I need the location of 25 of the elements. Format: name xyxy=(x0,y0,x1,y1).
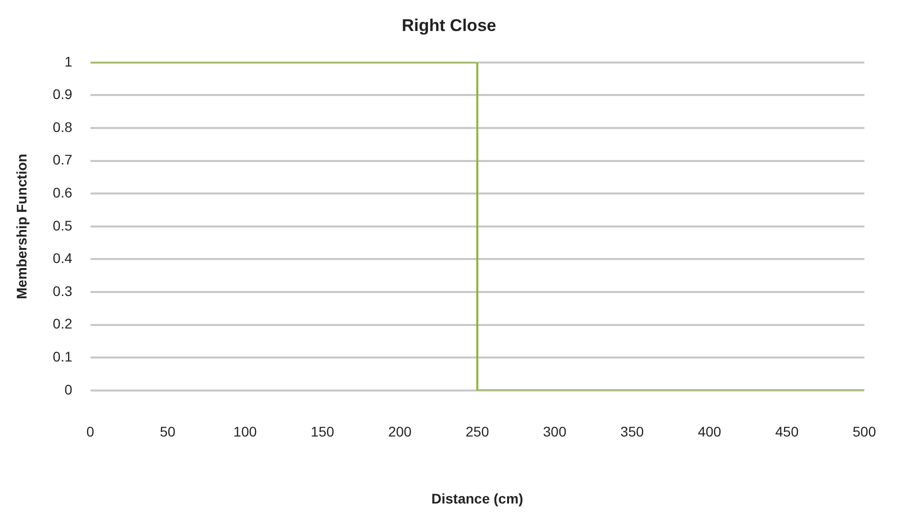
y-axis-title: Membership Function xyxy=(13,154,30,300)
y-tick-label: 0.5 xyxy=(52,217,72,234)
y-tick-label: 0.2 xyxy=(52,316,72,332)
y-tick-label: 0.1 xyxy=(52,348,72,364)
y-tick-label: 0.7 xyxy=(52,152,72,168)
x-tick-label: 500 xyxy=(852,424,876,440)
y-tick-label: 0.4 xyxy=(52,250,72,266)
x-tick-label: 450 xyxy=(775,424,799,440)
y-tick-label: 1 xyxy=(64,53,72,70)
y-tick-label: 0.6 xyxy=(52,184,72,200)
chart-title: Right Close xyxy=(402,16,496,35)
x-tick-label: 0 xyxy=(86,424,94,440)
x-axis-title: Distance (cm) xyxy=(431,490,524,506)
y-tick-label: 0.3 xyxy=(52,282,72,299)
y-tick-label: 0.9 xyxy=(52,86,72,102)
y-tick-label: 0 xyxy=(64,381,72,398)
x-tick-label: 400 xyxy=(698,424,722,440)
x-tick-label: 150 xyxy=(310,424,334,440)
x-tick-label: 200 xyxy=(388,424,412,440)
x-tick-label: 350 xyxy=(620,424,644,440)
x-tick-label: 300 xyxy=(543,424,567,440)
x-tick-label: 100 xyxy=(233,424,257,440)
x-tick-label: 50 xyxy=(160,424,176,440)
x-tick-label: 250 xyxy=(466,424,490,440)
y-tick-label: 0.8 xyxy=(52,118,72,135)
